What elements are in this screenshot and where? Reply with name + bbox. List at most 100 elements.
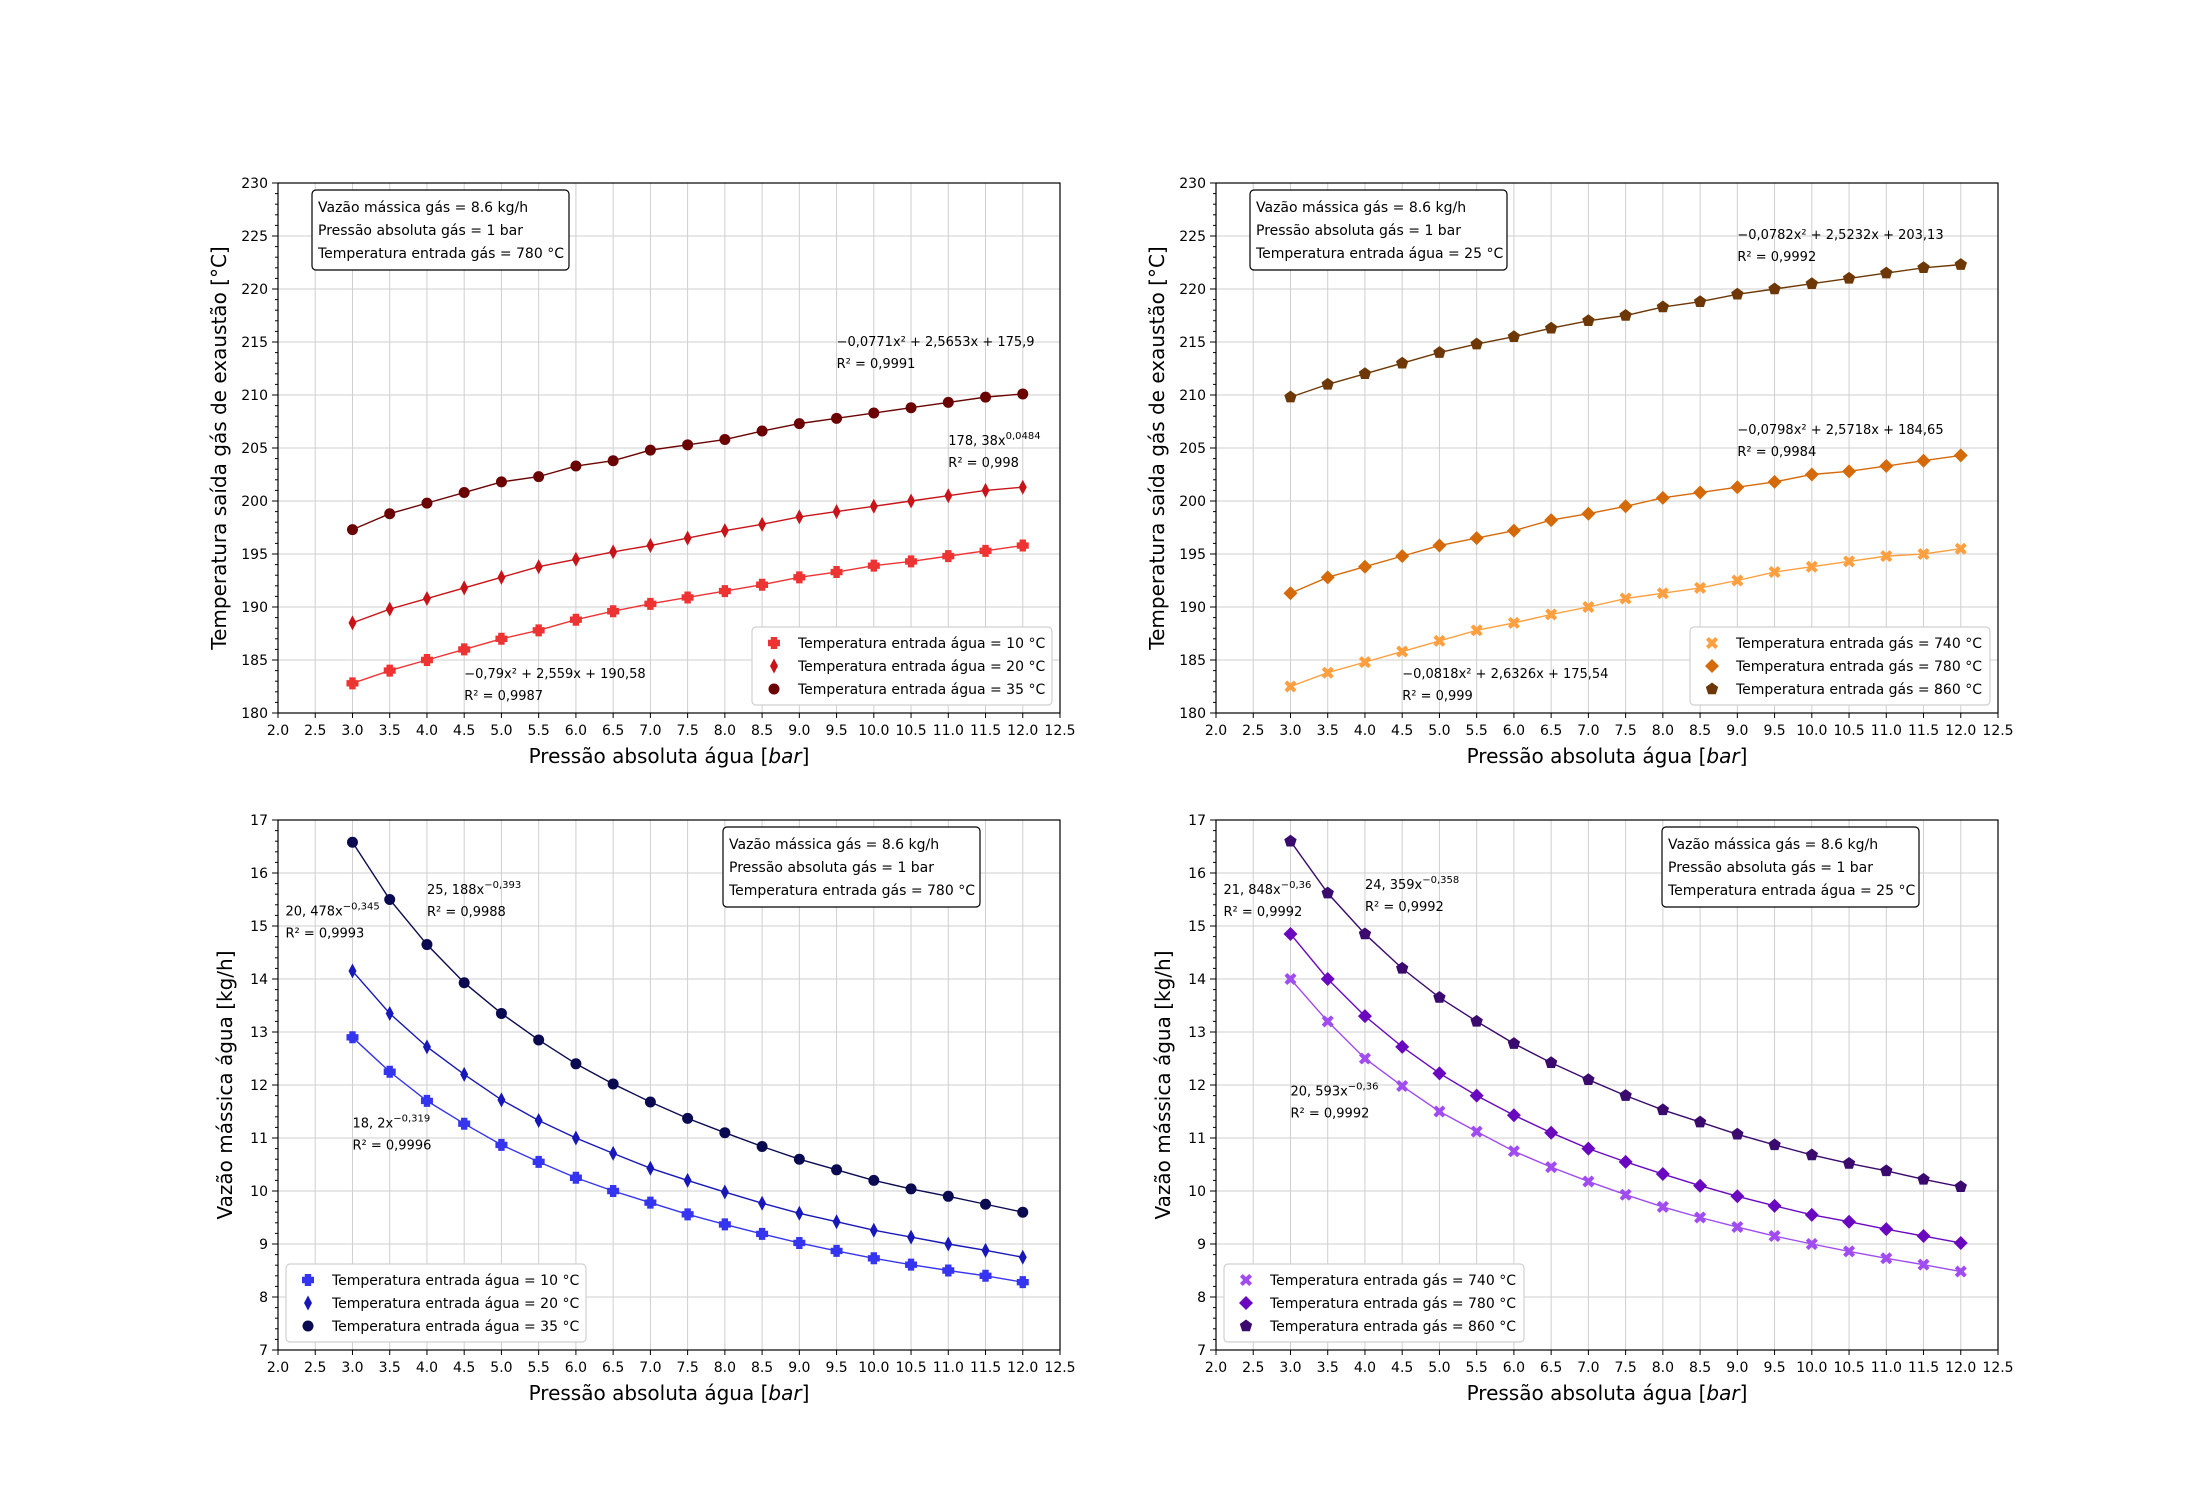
- data-point-1-2-8: [1582, 314, 1595, 327]
- data-point-1-1-10: [1655, 490, 1670, 505]
- chart-panel-3: 2.0 2.5 3.0 3.5 4.0 4.5 5.0 5.5 6.0 6.5 7.0 7.5 8.0 8…: [1151, 813, 2014, 1405]
- tick-label-x: 4.5: [453, 1360, 475, 1376]
- y-axis-label: Vazão mássica água [kg/h]: [1151, 950, 1175, 1219]
- data-point-0-2-9: [682, 439, 694, 451]
- data-point-2-0-legend: [302, 1274, 314, 1287]
- data-point-1-0-0: [1284, 680, 1297, 693]
- tick-label-x: 5.0: [1428, 1360, 1450, 1376]
- data-point-2-2-7: [607, 1078, 619, 1090]
- data-point-0-2-0: [346, 524, 358, 536]
- data-point-3-2-16: [1880, 1164, 1893, 1177]
- legend-entry-1-0: Temperatura entrada gás = 740 °C: [1735, 636, 1982, 652]
- data-point-1-1-4: [1432, 538, 1447, 553]
- data-point-2-1-9: [683, 1172, 692, 1188]
- data-point-1-0-18: [1954, 542, 1967, 555]
- info-line-0-2: Temperatura entrada gás = 780 °C: [317, 246, 564, 262]
- tick-label-y: 210: [1179, 388, 1206, 404]
- data-point-2-0-2: [420, 1094, 433, 1107]
- tick-label-y: 13: [1188, 1025, 1206, 1041]
- data-point-3-0-3: [1396, 1080, 1409, 1093]
- tick-label-x: 5.0: [1428, 723, 1450, 739]
- data-point-1-1-9: [1618, 499, 1633, 514]
- data-point-0-2-3: [458, 487, 470, 499]
- data-point-3-2-14: [1805, 1148, 1818, 1161]
- tick-label-y: 205: [241, 441, 268, 457]
- data-point-1-2-18: [1954, 258, 1967, 270]
- data-point-2-0-16: [942, 1264, 955, 1277]
- data-point-0-0-3: [458, 643, 471, 656]
- tick-label-x: 7.0: [1577, 723, 1599, 739]
- legend-entry-1-1: Temperatura entrada gás = 780 °C: [1735, 659, 1982, 675]
- data-point-2-2-11: [756, 1140, 768, 1152]
- tick-label-y: 215: [1179, 335, 1206, 351]
- data-point-2-0-17: [979, 1269, 992, 1282]
- data-point-2-0-13: [830, 1244, 843, 1257]
- data-point-2-1-10: [720, 1184, 729, 1200]
- data-point-3-2-0: [1284, 834, 1297, 847]
- legend-entry-0-2: Temperatura entrada água = 35 °C: [797, 682, 1045, 698]
- tick-label-x: 3.0: [341, 1360, 363, 1376]
- data-point-3-1-5: [1469, 1088, 1484, 1103]
- annotation-1-2: R² = 0,999: [1402, 689, 1473, 704]
- tick-label-x: 11.5: [1908, 1360, 1939, 1376]
- data-point-2-1-11: [758, 1195, 767, 1211]
- tick-label-y: 12: [250, 1078, 268, 1094]
- data-point-0-0-11: [756, 578, 769, 591]
- legend-entry-3-1: Temperatura entrada gás = 780 °C: [1269, 1296, 1516, 1312]
- data-point-0-1-2: [422, 591, 431, 607]
- data-point-0-0-5: [532, 624, 545, 637]
- tick-label-y: 210: [241, 388, 268, 404]
- info-line-3-1: Pressão absoluta gás = 1 bar: [1668, 860, 1873, 876]
- annotation-2-0: R² = 0,9993: [285, 926, 364, 941]
- data-point-1-0-3: [1396, 645, 1409, 658]
- data-point-2-2-legend: [302, 1320, 314, 1332]
- data-point-0-1-5: [534, 559, 543, 575]
- tick-label-x: 2.0: [1205, 1360, 1227, 1376]
- data-point-1-2-9: [1619, 309, 1632, 321]
- data-point-3-2-13: [1768, 1138, 1781, 1151]
- data-point-2-2-18: [1017, 1206, 1029, 1218]
- annotation-2-2: R² = 0,9996: [352, 1138, 431, 1153]
- data-point-0-2-8: [644, 444, 656, 456]
- tick-label-x: 6.0: [565, 1360, 587, 1376]
- tick-label-y: 15: [1188, 919, 1206, 935]
- data-point-2-2-4: [495, 1007, 507, 1019]
- data-point-1-1-legend: [1705, 659, 1719, 673]
- data-point-2-0-10: [718, 1218, 731, 1231]
- data-point-1-1-2: [1357, 559, 1372, 574]
- tick-label-y: 16: [1188, 866, 1206, 882]
- tick-label-x: 10.5: [895, 1360, 926, 1376]
- annotation-3-1: R² = 0,9992: [1365, 900, 1444, 915]
- data-point-1-1-18: [1953, 448, 1968, 463]
- data-point-0-0-1: [383, 664, 396, 677]
- data-point-0-2-2: [421, 497, 433, 509]
- data-point-1-2-5: [1470, 337, 1483, 350]
- info-line-2-1: Pressão absoluta gás = 1 bar: [729, 860, 934, 876]
- x-axis-label: Pressão absoluta água [bar]: [1467, 744, 1748, 768]
- annotation-0-0: −0,0771x² + 2,5653x + 175,9: [837, 335, 1035, 350]
- data-point-3-0-8: [1582, 1175, 1595, 1188]
- annotation-1-0: R² = 0,9992: [1737, 250, 1816, 265]
- tick-label-y: 205: [1179, 441, 1206, 457]
- data-point-1-0-12: [1731, 574, 1744, 587]
- tick-label-x: 2.5: [1242, 723, 1264, 739]
- data-point-3-1-12: [1730, 1189, 1745, 1204]
- data-point-3-1-0: [1283, 926, 1298, 941]
- data-point-1-1-14: [1804, 467, 1819, 482]
- data-point-0-2-13: [831, 412, 843, 424]
- tick-label-y: 14: [250, 972, 268, 988]
- tick-label-x: 8.5: [1689, 723, 1711, 739]
- tick-label-x: 10.5: [1833, 1360, 1864, 1376]
- tick-label-x: 6.0: [1503, 723, 1525, 739]
- annotation-2-1: R² = 0,9988: [427, 905, 506, 920]
- y-axis-label: Vazão mássica água [kg/h]: [213, 950, 237, 1219]
- tick-label-x: 12.5: [1044, 1360, 1075, 1376]
- tick-label-x: 7.0: [1577, 1360, 1599, 1376]
- legend-entry-2-1: Temperatura entrada água = 20 °C: [331, 1296, 579, 1312]
- data-point-0-2-15: [905, 402, 917, 414]
- tick-label-y: 15: [250, 919, 268, 935]
- data-point-0-0-18: [1016, 539, 1029, 552]
- data-point-0-2-16: [942, 396, 954, 408]
- data-point-1-0-1: [1321, 666, 1334, 679]
- tick-label-x: 4.5: [1391, 723, 1413, 739]
